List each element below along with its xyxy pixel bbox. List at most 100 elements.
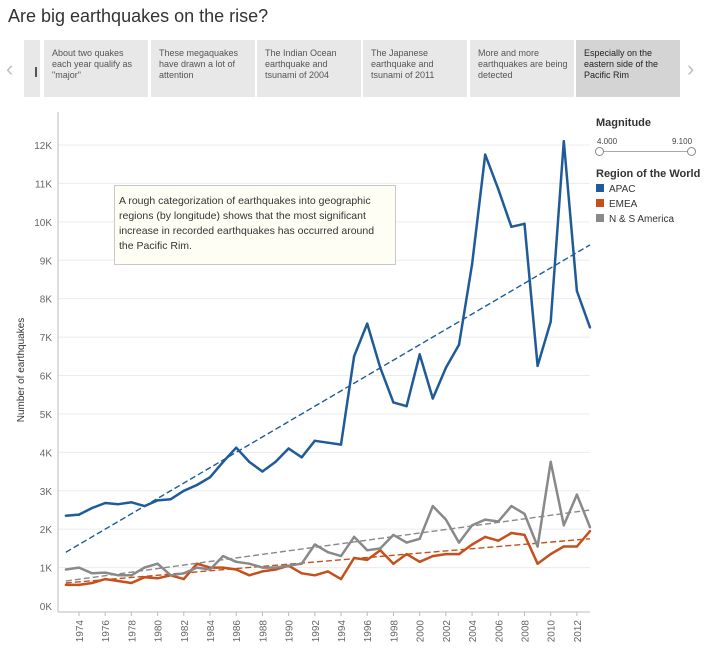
data-point-emea — [549, 552, 552, 556]
chevron-right-icon[interactable]: › — [687, 56, 695, 81]
data-point-apac — [444, 366, 448, 370]
data-point-n-s-america — [248, 562, 251, 565]
legend-item-apac[interactable]: APAC — [596, 184, 636, 196]
series-line-n-s-america — [65, 460, 592, 577]
data-point-apac — [366, 322, 369, 325]
data-point-apac — [90, 506, 94, 510]
data-point-n-s-america — [313, 543, 317, 546]
x-tick-label: 1986 — [232, 620, 243, 643]
story-point-6-active[interactable]: Especially on the eastern side of the Pa… — [576, 40, 680, 97]
legend-item-ns-america[interactable]: N & S America — [596, 214, 674, 226]
data-point-apac — [549, 320, 552, 323]
data-point-n-s-america — [156, 562, 159, 565]
y-tick-label: 1K — [40, 564, 53, 575]
data-point-emea — [352, 556, 356, 560]
data-point-emea — [483, 535, 487, 539]
story-point-3[interactable]: The Indian Ocean earthquake and tsunami … — [257, 40, 361, 97]
chart-axes: 0K 1K 2K 3K 4K 5K 6K 7K 8K 9K 10K 11K 12K 1974 1976 197… — [34, 112, 590, 642]
data-point-apac — [392, 401, 395, 404]
x-tick-label: 1996 — [363, 620, 374, 643]
data-point-apac — [130, 501, 133, 504]
data-point-n-s-america — [274, 566, 277, 569]
legend-swatch-emea — [596, 199, 604, 208]
data-point-n-s-america — [339, 554, 343, 558]
story-stub-marker — [35, 67, 37, 77]
data-point-apac — [326, 441, 330, 444]
magnitude-min-handle[interactable] — [595, 147, 604, 156]
data-point-apac — [418, 353, 421, 356]
chevron-left-icon[interactable]: ‹ — [6, 56, 14, 81]
data-point-n-s-america — [431, 504, 434, 508]
data-point-n-s-america — [588, 526, 592, 529]
story-point-1[interactable]: About two quakes each year qualify as "m… — [44, 40, 148, 97]
data-point-emea — [497, 539, 500, 542]
data-point-emea — [392, 562, 395, 565]
data-point-apac — [143, 504, 146, 508]
legend-item-emea[interactable]: EMEA — [596, 199, 637, 211]
data-point-apac — [405, 405, 408, 408]
data-point-n-s-america — [195, 566, 199, 569]
data-point-emea — [77, 583, 81, 587]
data-point-n-s-america — [483, 518, 487, 521]
story-point-5[interactable]: More and more earthquakes are being dete… — [470, 40, 574, 97]
data-point-n-s-america — [208, 568, 212, 571]
data-point-n-s-america — [103, 571, 107, 574]
data-point-n-s-america — [470, 524, 474, 527]
data-point-emea — [130, 581, 133, 585]
y-tick-label: 2K — [40, 525, 53, 536]
data-point-apac — [536, 364, 539, 368]
data-point-apac — [457, 343, 461, 346]
magnitude-max-handle[interactable] — [687, 147, 696, 156]
data-point-emea — [261, 570, 264, 573]
data-point-apac — [352, 355, 356, 358]
legend-label-emea: EMEA — [609, 199, 638, 210]
magnitude-filter-title: Magnitude — [596, 117, 651, 129]
data-point-apac — [431, 397, 434, 400]
data-point-emea — [156, 577, 159, 580]
legend-label-ns-america: N & S America — [609, 214, 675, 225]
data-point-n-s-america — [523, 512, 526, 515]
y-tick-label: 11K — [35, 179, 52, 190]
data-point-apac — [64, 514, 68, 517]
data-point-n-s-america — [326, 551, 330, 554]
data-point-n-s-america — [497, 520, 500, 523]
story-point-previous[interactable] — [24, 40, 40, 97]
x-tick-label: 1988 — [258, 620, 269, 643]
story-point-4[interactable]: The Japanese earthquake and tsunami of 2… — [363, 40, 467, 97]
data-point-emea — [405, 552, 408, 556]
y-tick-label: 0K — [40, 602, 53, 613]
data-point-apac — [379, 366, 382, 370]
data-point-emea — [103, 577, 107, 581]
data-point-emea — [510, 531, 513, 535]
data-point-n-s-america — [366, 549, 369, 552]
y-tick-label: 6K — [40, 372, 53, 383]
x-tick-label: 2000 — [416, 620, 427, 643]
magnitude-max-label: 9.100 — [672, 137, 693, 146]
data-point-n-s-america — [352, 535, 356, 539]
data-point-apac — [103, 501, 107, 505]
data-point-emea — [470, 543, 474, 546]
y-tick-label: 10K — [34, 218, 52, 229]
story-point-2[interactable]: These megaquakes have drawn a lot of att… — [151, 40, 255, 97]
data-point-emea — [588, 529, 592, 533]
data-point-n-s-america — [405, 541, 408, 544]
x-tick-label: 2004 — [468, 620, 479, 643]
data-point-apac — [562, 139, 565, 143]
data-point-apac — [169, 498, 172, 501]
data-point-apac — [77, 513, 81, 516]
data-point-n-s-america — [90, 572, 94, 575]
chart-series — [64, 139, 592, 587]
magnitude-slider-track[interactable] — [600, 151, 693, 152]
data-point-apac — [195, 483, 199, 487]
magnitude-min-label: 4.000 — [597, 137, 618, 146]
data-point-n-s-america — [392, 533, 395, 537]
data-point-n-s-america — [117, 574, 120, 577]
data-point-apac — [470, 262, 474, 266]
x-tick-label: 1974 — [75, 620, 86, 643]
y-tick-label: 8K — [40, 295, 53, 306]
y-tick-label: 9K — [40, 256, 53, 267]
data-point-apac — [208, 476, 212, 479]
data-point-emea — [562, 545, 565, 548]
x-tick-label: 2010 — [547, 620, 558, 643]
